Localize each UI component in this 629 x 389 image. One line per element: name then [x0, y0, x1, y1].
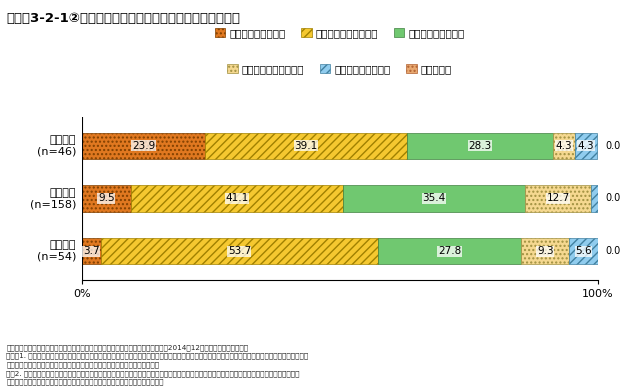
Bar: [82, 133, 205, 159]
Text: 23.9: 23.9: [132, 141, 155, 151]
Text: 41.1: 41.1: [225, 193, 248, 203]
Bar: [131, 185, 343, 212]
Text: 5.6: 5.6: [576, 246, 592, 256]
Bar: [378, 238, 521, 264]
Bar: [525, 185, 591, 212]
Bar: [569, 238, 598, 264]
Text: 53.7: 53.7: [228, 246, 251, 256]
Text: 0.0: 0.0: [605, 246, 621, 256]
Text: 12.7: 12.7: [547, 193, 570, 203]
Text: 0.0: 0.0: [605, 193, 621, 203]
Bar: [407, 133, 553, 159]
Text: 9.3: 9.3: [537, 246, 554, 256]
Text: 4.3: 4.3: [577, 141, 594, 151]
Bar: [575, 133, 597, 159]
Text: 4.3: 4.3: [555, 141, 572, 151]
Bar: [82, 185, 131, 212]
Text: 39.1: 39.1: [294, 141, 318, 151]
Bar: [553, 133, 575, 159]
Text: 28.3: 28.3: [468, 141, 491, 151]
Bar: [205, 133, 407, 159]
Bar: [343, 185, 525, 212]
Bar: [521, 238, 569, 264]
Text: 0.0: 0.0: [605, 141, 621, 151]
Bar: [101, 238, 378, 264]
Text: 9.5: 9.5: [98, 193, 114, 203]
Text: 35.4: 35.4: [423, 193, 446, 203]
Bar: [82, 238, 101, 264]
Text: 27.8: 27.8: [438, 246, 461, 256]
Bar: [591, 185, 598, 212]
Text: 資料：中小企業庁委託「地域金融機関の中小企業への支援の実態に関する調査」（2014帔12月、ランドブレイン準）
（注）1. 取引先（融資先）の中に、地域の中核的: 資料：中小企業庁委託「地域金融機関の中小企業への支援の実態に関する調査」（201…: [6, 344, 309, 385]
Text: コラム3-2-1②図　中核的な中小企業への個別支援実施状況: コラム3-2-1②図 中核的な中小企業への個別支援実施状況: [6, 12, 240, 25]
Text: 3.7: 3.7: [83, 246, 99, 256]
Legend: あまり実施していない, 全く実施していない, 現在検討中: あまり実施していない, 全く実施していない, 現在検討中: [223, 60, 456, 78]
